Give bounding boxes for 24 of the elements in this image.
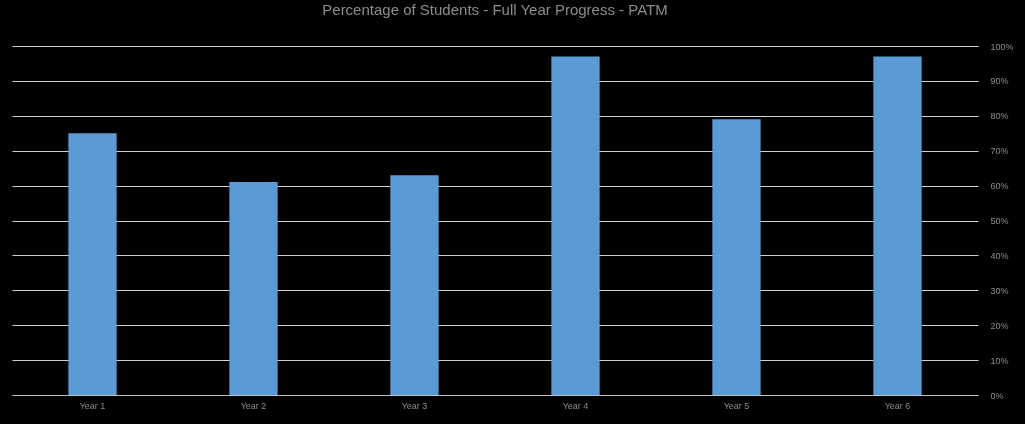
y-tick-label: 90% [990,76,1009,87]
bar [390,175,439,395]
y-tick-label: 100% [990,41,1014,52]
x-tick-label: Year 4 [562,400,589,411]
y-tick-label: 0% [990,390,1004,401]
y-tick-label: 20% [990,320,1009,331]
y-tick-label: 80% [990,111,1009,122]
x-tick-label: Year 6 [884,400,911,411]
chart-title: Percentage of Students - Full Year Progress - PATM [322,1,668,18]
bar [551,56,600,395]
y-tick-label: 40% [990,250,1009,261]
x-tick-label: Year 1 [79,400,106,411]
y-tick-label: 30% [990,285,1009,296]
bar [873,56,922,395]
x-tick-label: Year 2 [240,400,267,411]
x-tick-label: Year 3 [401,400,428,411]
y-tick-label: 10% [990,355,1009,366]
x-tick-label: Year 5 [723,400,750,411]
y-tick-label: 60% [990,181,1009,192]
y-tick-label: 70% [990,146,1009,157]
bar [712,119,761,395]
bar [68,133,117,395]
y-tick-label: 50% [990,216,1009,226]
bar [229,182,278,395]
